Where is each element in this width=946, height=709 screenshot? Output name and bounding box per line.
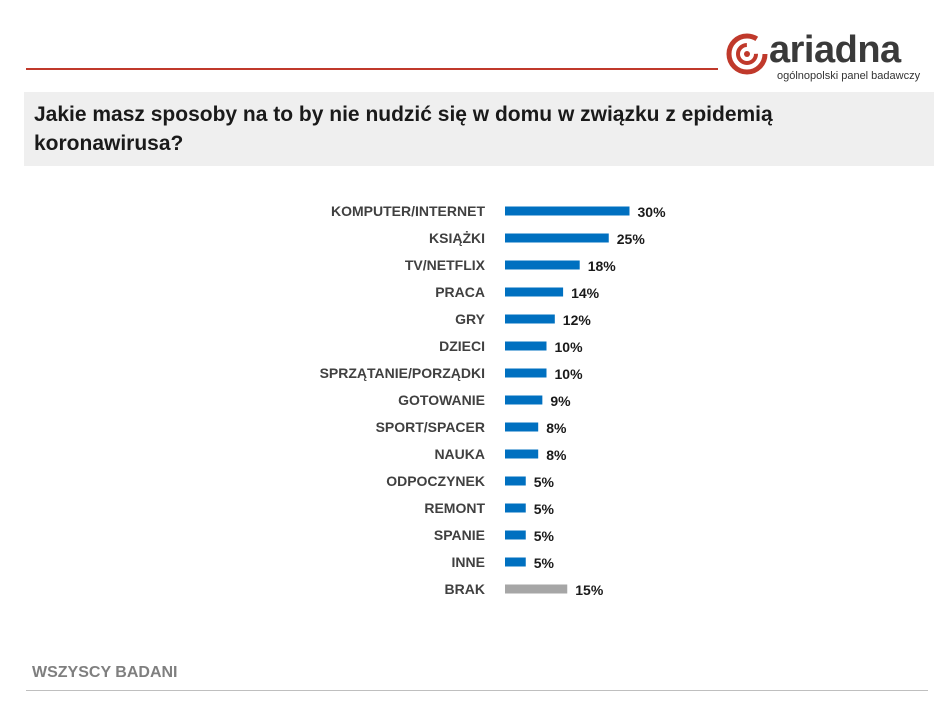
category-label: REMONT <box>424 500 485 516</box>
category-label: SPANIE <box>434 527 485 543</box>
header-rule <box>26 68 718 70</box>
bar <box>505 287 564 297</box>
category-label: SPORT/SPACER <box>376 419 485 435</box>
base-label: WSZYSCY BADANI <box>32 664 178 681</box>
category-label: GRY <box>455 311 485 327</box>
bar <box>505 206 630 216</box>
value-label: 14% <box>571 285 600 301</box>
bar <box>505 233 609 243</box>
value-label: 25% <box>617 231 646 247</box>
bar <box>505 449 539 459</box>
logo-tagline: ogólnopolski panel badawczy <box>777 70 921 82</box>
category-label: PRACA <box>435 284 485 300</box>
value-label: 12% <box>563 312 592 328</box>
value-label: 8% <box>546 420 567 436</box>
value-label: 9% <box>550 393 571 409</box>
value-label: 5% <box>534 528 555 544</box>
value-label: 5% <box>534 555 555 571</box>
spiral-icon <box>726 33 768 75</box>
footer-rule <box>26 690 928 691</box>
logo-wordmark: ariadna <box>769 29 901 71</box>
bar <box>505 314 555 324</box>
bar <box>505 341 547 351</box>
bar <box>505 503 526 513</box>
category-label: NAUKA <box>434 446 485 462</box>
value-label: 18% <box>588 258 617 274</box>
category-label: ODPOCZYNEK <box>386 473 485 489</box>
value-label: 30% <box>638 204 667 220</box>
bar <box>505 557 526 567</box>
question-box: Jakie masz sposoby na to by nie nudzić s… <box>24 92 934 166</box>
category-label: BRAK <box>445 581 485 597</box>
bar <box>505 395 543 405</box>
bar <box>505 530 526 540</box>
category-label: TV/NETFLIX <box>405 257 486 273</box>
value-label: 15% <box>575 582 604 598</box>
category-label: KSIĄŻKI <box>429 230 485 246</box>
bar <box>505 422 539 432</box>
bar <box>505 260 580 270</box>
bar <box>505 584 568 594</box>
value-label: 5% <box>534 474 555 490</box>
category-label: DZIECI <box>439 338 485 354</box>
value-label: 5% <box>534 501 555 517</box>
bar-chart: KOMPUTER/INTERNET 30% KSIĄŻKI 25% TV/NETFLIX… <box>320 203 667 598</box>
value-label: 10% <box>555 339 584 355</box>
brand-logo: ariadna ogólnopolski panel badawczy <box>725 29 937 88</box>
category-label: GOTOWANIE <box>398 392 485 408</box>
question-title: Jakie masz sposoby na to by nie nudzić s… <box>34 103 773 155</box>
value-label: 8% <box>546 447 567 463</box>
bar <box>505 476 526 486</box>
value-label: 10% <box>555 366 584 382</box>
category-label: SPRZĄTANIE/PORZĄDKI <box>320 365 485 381</box>
category-label: INNE <box>452 554 485 570</box>
category-label: KOMPUTER/INTERNET <box>331 203 485 219</box>
bar <box>505 368 547 378</box>
